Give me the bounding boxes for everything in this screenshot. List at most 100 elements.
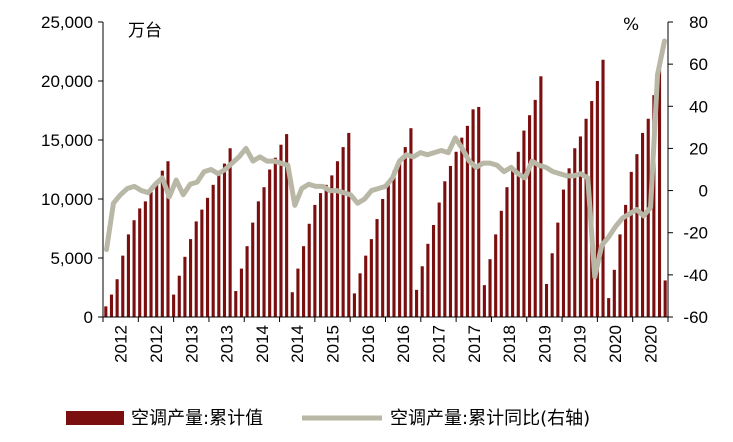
x-tick-label: 2016 — [394, 325, 413, 363]
legend-bar-label: 空调产量:累计值 — [131, 408, 263, 429]
bar — [646, 118, 650, 317]
bar — [499, 210, 503, 317]
bar — [652, 95, 656, 317]
bar — [584, 118, 588, 317]
right-unit-label: % — [623, 15, 639, 35]
bar — [273, 157, 277, 317]
bar — [121, 255, 125, 317]
left-tick-label: 10,000 — [41, 190, 93, 209]
bar — [443, 181, 447, 317]
right-tick-label: 80 — [689, 13, 708, 32]
bar — [268, 169, 272, 317]
bar — [607, 298, 611, 317]
bar — [302, 246, 306, 317]
left-tick-label: 0 — [84, 308, 93, 327]
bar — [465, 125, 469, 317]
bar — [115, 279, 119, 317]
bar — [431, 224, 436, 317]
bar — [335, 161, 340, 317]
bar — [324, 184, 328, 317]
x-tick-label: 2018 — [500, 325, 519, 363]
right-tick-label: 40 — [689, 97, 708, 116]
right-tick-label: -40 — [683, 266, 708, 285]
bar — [657, 69, 662, 317]
bar — [415, 289, 419, 317]
bar — [567, 168, 571, 317]
bar — [544, 283, 549, 317]
bar — [104, 306, 108, 317]
bar — [318, 193, 323, 317]
bar — [189, 239, 193, 317]
bar — [460, 137, 464, 317]
x-tick-label: 2016 — [359, 325, 378, 363]
bar — [392, 170, 396, 317]
bar — [629, 171, 633, 317]
left-tick-label: 5,000 — [50, 249, 93, 268]
bar — [132, 220, 136, 317]
legend-bar-swatch — [66, 411, 124, 425]
bar — [245, 246, 249, 317]
bar — [381, 199, 385, 317]
bar — [624, 204, 628, 317]
bar — [143, 201, 147, 317]
x-tick-label: 2019 — [571, 325, 590, 363]
bar — [420, 266, 424, 317]
bar — [482, 285, 486, 317]
bar — [358, 273, 362, 317]
bar — [601, 59, 605, 317]
bar — [200, 209, 204, 317]
bar — [262, 187, 266, 317]
line-path — [103, 38, 668, 280]
line-series — [103, 38, 668, 280]
bar — [307, 223, 311, 317]
bar — [138, 208, 142, 317]
bar — [663, 280, 667, 317]
bar — [239, 268, 243, 317]
bar — [205, 197, 210, 317]
x-tick-label: 2014 — [253, 325, 272, 363]
bar — [149, 191, 153, 317]
right-tick-label: -20 — [683, 224, 708, 243]
bar — [251, 222, 255, 317]
bar — [211, 184, 215, 317]
bar — [279, 144, 283, 317]
bar — [618, 234, 622, 317]
bar — [409, 128, 413, 317]
bar — [166, 161, 170, 317]
x-tick-label: 2014 — [288, 325, 307, 363]
legend: 空调产量:累计值 空调产量:累计同比(右轴) — [66, 408, 590, 429]
x-tick-label: 2020 — [606, 325, 625, 363]
bar — [448, 165, 453, 317]
bar — [290, 292, 294, 317]
bar — [126, 234, 130, 317]
bar — [183, 256, 187, 317]
x-tick-label: 2013 — [218, 325, 237, 363]
bar — [375, 219, 379, 317]
bar — [550, 253, 554, 317]
bar — [194, 221, 198, 317]
right-tick-label: 60 — [689, 55, 708, 74]
bar — [313, 204, 317, 317]
bar — [539, 76, 543, 317]
bar — [330, 175, 334, 317]
x-tick-label: 2012 — [112, 325, 131, 363]
bar — [511, 169, 515, 317]
bar — [386, 184, 390, 317]
bar — [454, 151, 458, 317]
bar — [471, 109, 475, 317]
bar — [556, 222, 560, 317]
right-tick-label: -60 — [683, 308, 708, 327]
x-tick-label: 2017 — [429, 325, 448, 363]
x-tick-label: 2012 — [147, 325, 166, 363]
left-tick-label: 20,000 — [41, 72, 93, 91]
bar — [516, 151, 520, 317]
bar — [234, 291, 238, 317]
bar — [352, 293, 356, 317]
bar — [528, 115, 532, 317]
x-tick-label: 2017 — [465, 325, 484, 363]
bar — [364, 255, 368, 317]
bar — [578, 136, 582, 317]
left-tick-label: 15,000 — [41, 131, 93, 150]
x-tick-label: 2019 — [535, 325, 554, 363]
